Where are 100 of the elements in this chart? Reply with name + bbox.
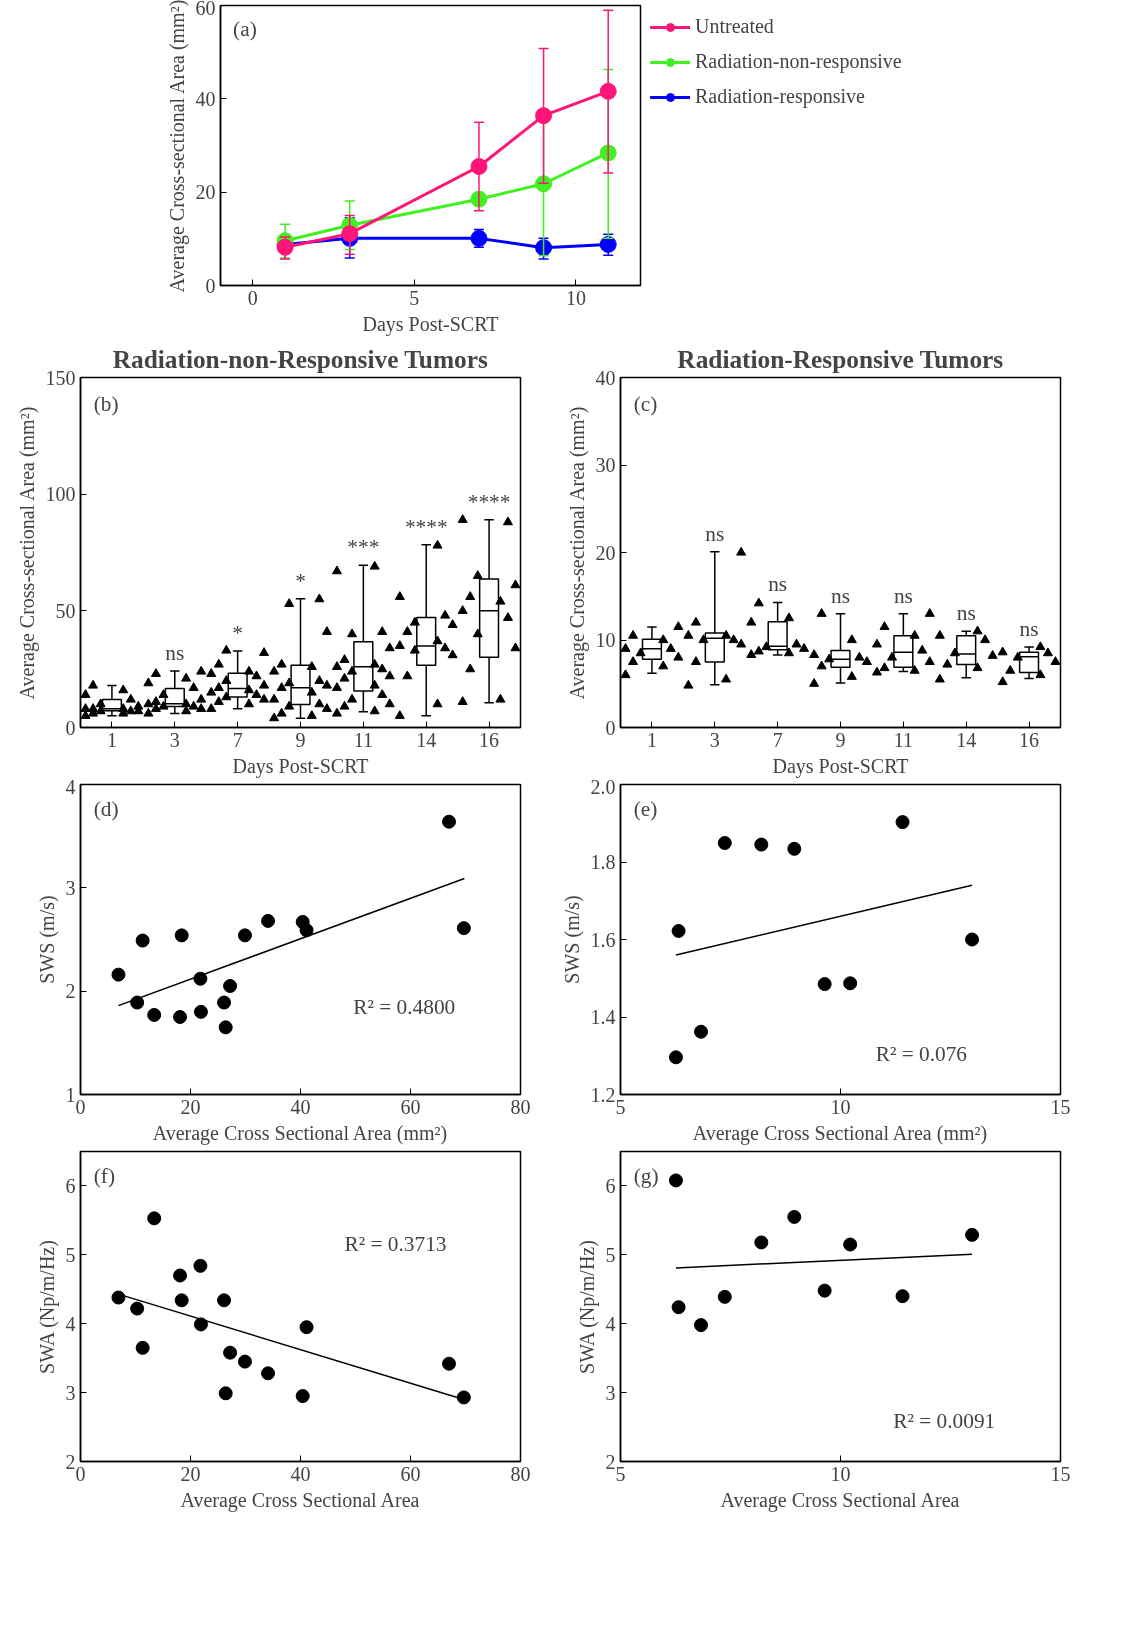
annotation: ns <box>165 641 185 666</box>
y-tick-label: 5 <box>65 1243 76 1266</box>
point <box>261 1366 276 1381</box>
annotation: R² = 0.076 <box>875 1041 968 1066</box>
point <box>218 1386 233 1401</box>
annotation: (f) <box>93 1163 116 1188</box>
point <box>694 1318 709 1333</box>
y-tick-label: 40 <box>195 87 216 110</box>
legend-label: Radiation-responsive <box>695 85 865 108</box>
x-tick-label: 16 <box>479 728 500 751</box>
x-tick-label: 40 <box>290 1462 311 1485</box>
annotation: * <box>232 620 243 645</box>
point <box>535 175 553 193</box>
point <box>895 1289 910 1304</box>
annotation: ns <box>956 601 976 626</box>
annotation: (a) <box>233 16 257 41</box>
annotation: ns <box>831 583 850 608</box>
point <box>456 921 471 936</box>
y-tick-label: 1.4 <box>590 1006 616 1028</box>
point <box>787 1209 802 1224</box>
y-tick-label: 40 <box>595 366 616 389</box>
annotation: ns <box>893 583 913 608</box>
x-tick-label: 3 <box>709 728 720 751</box>
y-tick-label: 6 <box>65 1174 76 1197</box>
x-tick-label: 60 <box>400 1095 421 1118</box>
y-tick-label: 2 <box>65 980 76 1003</box>
annotation: **** <box>467 489 511 514</box>
x-tick-label: 3 <box>169 728 180 751</box>
y-tick-label: 10 <box>595 629 616 651</box>
point <box>130 1301 145 1316</box>
point <box>237 928 252 943</box>
annotation: R² = 0.0091 <box>893 1408 996 1433</box>
annotation: (b) <box>93 391 119 416</box>
x-tick-label: 16 <box>1019 728 1040 751</box>
y-tick-label: 100 <box>45 483 76 506</box>
point <box>223 1345 238 1360</box>
point <box>754 1235 769 1250</box>
x-tick-label: 0 <box>247 286 258 309</box>
point <box>694 1024 709 1039</box>
y-tick-label: 1.8 <box>590 851 616 873</box>
y-tick-label: 150 <box>45 366 76 389</box>
y-axis-title: SWA (Np/m/Hz) <box>35 1240 59 1374</box>
y-tick-label: 4 <box>65 1312 76 1335</box>
annotation: ns <box>768 572 788 597</box>
point <box>135 1340 150 1355</box>
annotation: ns <box>705 521 725 546</box>
annotation: (d) <box>93 796 119 821</box>
point <box>717 836 732 850</box>
point <box>299 1320 314 1335</box>
point <box>599 82 617 100</box>
point <box>456 1390 471 1405</box>
point <box>668 1173 683 1188</box>
x-tick-label: 11 <box>353 728 373 751</box>
y-tick-label: 3 <box>605 1381 616 1404</box>
point <box>237 1354 252 1369</box>
y-axis-title: Average Cross-sectional Area (mm²) <box>565 406 589 700</box>
annotation: R² = 0.3713 <box>344 1232 447 1257</box>
point <box>217 1293 232 1308</box>
y-tick-label: 1.6 <box>590 928 616 951</box>
point <box>135 933 150 948</box>
y-axis-title: SWS (m/s) <box>560 895 584 984</box>
x-tick-label: 40 <box>290 1095 311 1118</box>
point <box>218 1020 233 1035</box>
x-tick-label: 1 <box>106 728 117 751</box>
x-axis-title: Days Post-SCRT <box>362 312 499 336</box>
y-axis-title: SWS (m/s) <box>35 895 59 984</box>
annotation: (g) <box>633 1163 659 1188</box>
y-tick-label: 3 <box>65 1381 76 1404</box>
y-tick-label: 2 <box>65 1450 76 1473</box>
chart-title: Radiation-Responsive Tumors <box>677 344 1004 373</box>
point <box>261 913 276 928</box>
point <box>217 995 232 1010</box>
x-tick-label: 9 <box>835 728 846 751</box>
x-tick-label: 15 <box>1050 1462 1071 1485</box>
x-tick-label: 5 <box>409 286 420 309</box>
point <box>787 841 802 856</box>
x-axis-title: Average Cross Sectional Area <box>180 1488 420 1512</box>
point <box>223 979 238 993</box>
x-tick-label: 10 <box>565 286 586 309</box>
y-tick-label: 4 <box>65 775 76 798</box>
y-tick-label: 30 <box>595 454 616 476</box>
point <box>193 1004 208 1019</box>
point <box>299 923 314 938</box>
point <box>147 1007 162 1022</box>
chart-title: Radiation-non-Responsive Tumors <box>112 344 488 373</box>
y-tick-label: 50 <box>55 599 76 622</box>
annotation: ns <box>1019 617 1039 641</box>
point <box>671 1300 686 1315</box>
point <box>147 1211 162 1226</box>
x-tick-label: 80 <box>510 1095 531 1118</box>
x-tick-label: 80 <box>510 1462 531 1485</box>
point <box>173 1010 188 1024</box>
point <box>965 1227 980 1242</box>
x-tick-label: 14 <box>416 728 437 751</box>
y-tick-label: 20 <box>595 541 616 564</box>
point <box>111 967 126 982</box>
x-axis-title: Days Post-SCRT <box>772 754 909 778</box>
annotation: (e) <box>633 796 658 821</box>
point <box>193 971 208 986</box>
y-axis-title: SWA (Np/m/Hz) <box>575 1240 599 1374</box>
